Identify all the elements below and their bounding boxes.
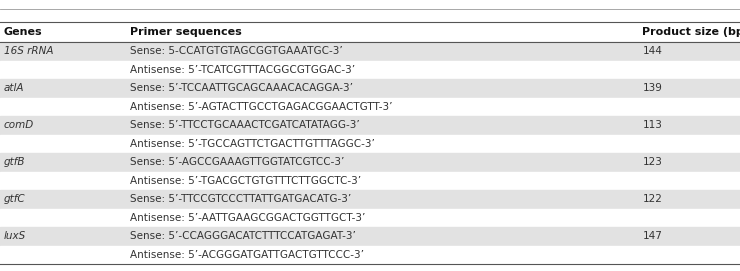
Text: Genes: Genes bbox=[4, 27, 42, 37]
Text: gtfB: gtfB bbox=[4, 157, 25, 167]
Text: Sense: 5’-TTCCGTCCCTTATTGATGACATG-3’: Sense: 5’-TTCCGTCCCTTATTGATGACATG-3’ bbox=[130, 194, 351, 204]
Text: 144: 144 bbox=[642, 46, 662, 56]
Text: Sense: 5-CCATGTGTAGCGGTGAAATGC-3’: Sense: 5-CCATGTGTAGCGGTGAAATGC-3’ bbox=[130, 46, 342, 56]
Bar bbox=[0, 98, 740, 116]
Text: 139: 139 bbox=[642, 83, 662, 93]
Text: gtfC: gtfC bbox=[4, 194, 25, 204]
Text: atlA: atlA bbox=[4, 83, 24, 93]
Bar bbox=[0, 135, 740, 153]
Text: Sense: 5’-TTCCTGCAAACTCGATCATATAGG-3’: Sense: 5’-TTCCTGCAAACTCGATCATATAGG-3’ bbox=[130, 120, 359, 130]
Text: Antisense: 5’-TGACGCTGTGTTTCTTGGCTC-3’: Antisense: 5’-TGACGCTGTGTTTCTTGGCTC-3’ bbox=[130, 176, 360, 186]
Bar bbox=[0, 116, 740, 135]
Text: Primer sequences: Primer sequences bbox=[130, 27, 241, 37]
Text: 113: 113 bbox=[642, 120, 662, 130]
Text: 16S rRNA: 16S rRNA bbox=[4, 46, 53, 56]
Bar bbox=[0, 190, 740, 209]
Text: Sense: 5’-AGCCGAAAGTTGGTATCGTCC-3’: Sense: 5’-AGCCGAAAGTTGGTATCGTCC-3’ bbox=[130, 157, 344, 167]
Bar bbox=[0, 79, 740, 98]
Text: Product size (bp): Product size (bp) bbox=[642, 27, 740, 37]
Bar bbox=[0, 22, 740, 42]
Bar bbox=[0, 153, 740, 172]
Text: Antisense: 5’-TGCCAGTTCTGACTTGTTTAGGC-3’: Antisense: 5’-TGCCAGTTCTGACTTGTTTAGGC-3’ bbox=[130, 139, 374, 149]
Text: 123: 123 bbox=[642, 157, 662, 167]
Text: 147: 147 bbox=[642, 231, 662, 241]
Bar bbox=[0, 209, 740, 227]
Bar bbox=[0, 42, 740, 60]
Bar bbox=[0, 60, 740, 79]
Text: Antisense: 5’-AGTACTTGCCTGAGACGGAACTGTT-3’: Antisense: 5’-AGTACTTGCCTGAGACGGAACTGTT-… bbox=[130, 102, 392, 112]
Bar bbox=[0, 246, 740, 264]
Text: comD: comD bbox=[4, 120, 34, 130]
Text: Antisense: 5’-TCATCGTTTACGGCGTGGAC-3’: Antisense: 5’-TCATCGTTTACGGCGTGGAC-3’ bbox=[130, 65, 354, 75]
Bar bbox=[0, 172, 740, 190]
Text: Antisense: 5’-AATTGAAGCGGACTGGTTGCT-3’: Antisense: 5’-AATTGAAGCGGACTGGTTGCT-3’ bbox=[130, 213, 365, 223]
Text: 122: 122 bbox=[642, 194, 662, 204]
Text: luxS: luxS bbox=[4, 231, 26, 241]
Text: Antisense: 5’-ACGGGATGATTGACTGTTCCC-3’: Antisense: 5’-ACGGGATGATTGACTGTTCCC-3’ bbox=[130, 250, 363, 260]
Text: Sense: 5’-TCCAATTGCAGCAAACACAGGA-3’: Sense: 5’-TCCAATTGCAGCAAACACAGGA-3’ bbox=[130, 83, 352, 93]
Text: Sense: 5’-CCAGGGACATCTTTCCATGAGAT-3’: Sense: 5’-CCAGGGACATCTTTCCATGAGAT-3’ bbox=[130, 231, 355, 241]
Bar bbox=[0, 227, 740, 246]
